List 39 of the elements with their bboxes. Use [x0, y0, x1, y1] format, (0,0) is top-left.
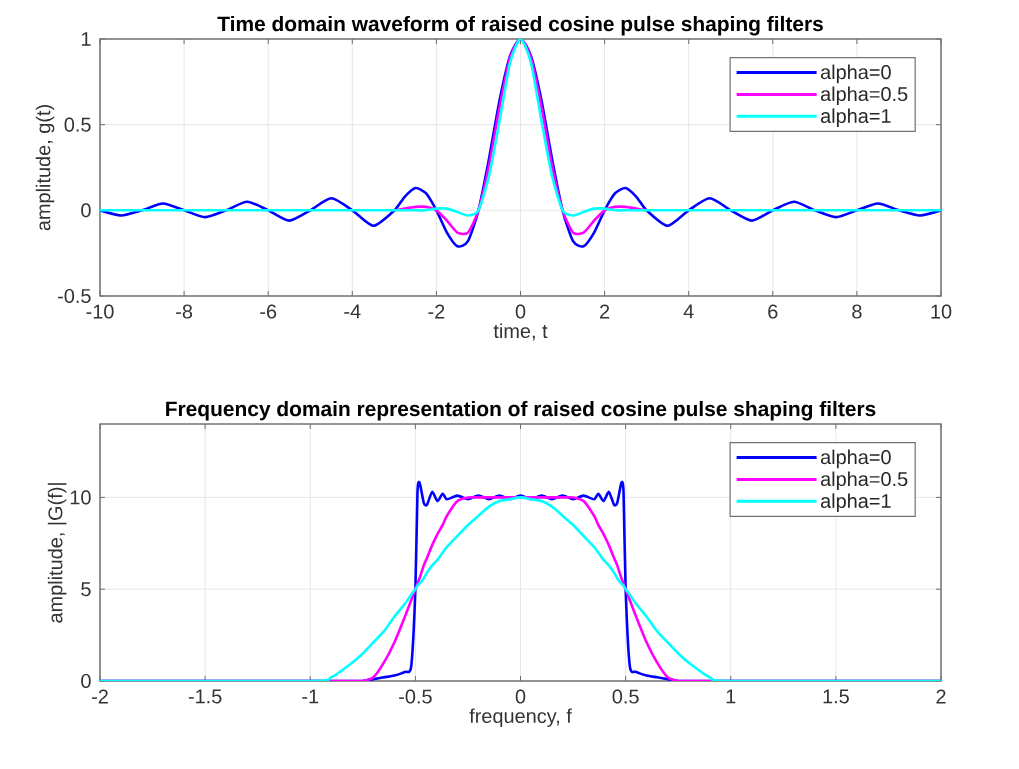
legend-label: alpha=1: [820, 108, 891, 127]
legend-label: alpha=0: [820, 449, 891, 469]
x-tick-label: 6: [768, 304, 778, 319]
y-tick-label: 0: [81, 203, 91, 218]
x-tick-label: 0.5: [612, 689, 639, 704]
y-axis-title: amplitude, g(t): [35, 105, 55, 231]
x-tick-label: -4: [344, 304, 361, 319]
y-tick-label: 0: [81, 673, 91, 689]
x-tick-label: -6: [260, 304, 277, 319]
x-tick-label: 4: [683, 304, 694, 319]
y-tick-label: 5: [81, 582, 91, 597]
x-tick-label: -8: [176, 304, 193, 319]
x-tick-label: 1: [726, 689, 736, 704]
y-tick-label: 10: [70, 490, 91, 505]
x-axis-title: time, t: [493, 323, 548, 341]
x-tick-label: 0: [515, 689, 526, 704]
y-tick-label: 1: [81, 32, 91, 46]
x-tick-label: 2: [600, 304, 610, 319]
x-tick-label: -2: [92, 689, 108, 704]
chart-title: Time domain waveform of raised cosine pulse shaping filters: [217, 15, 823, 36]
legend-label: alpha=0: [820, 64, 891, 84]
x-tick-label: 10: [931, 304, 952, 319]
x-tick-label: -0.5: [399, 689, 432, 704]
x-tick-label: 8: [852, 304, 862, 319]
legend-label: alpha=0.5: [820, 471, 908, 491]
chart-title: Frequency domain representation of raised cosine pulse shaping filters: [166, 400, 876, 421]
y-tick-label: -0.5: [58, 288, 91, 304]
x-tick-label: -2: [428, 304, 445, 319]
legend-label: alpha=0.5: [820, 86, 908, 106]
x-tick-label: -1.5: [188, 689, 222, 704]
legend-label: alpha=1: [820, 493, 891, 512]
x-tick-label: 1.5: [823, 689, 849, 704]
x-tick-label: -10: [86, 304, 114, 319]
x-axis-title: frequency, f: [469, 708, 572, 728]
x-tick-label: 2: [936, 689, 946, 704]
y-axis-title: amplitude, |G(f)|: [47, 483, 67, 623]
y-tick-label: 0.5: [64, 117, 91, 132]
x-tick-label: -1: [302, 689, 319, 704]
x-tick-label: 0: [515, 304, 526, 319]
